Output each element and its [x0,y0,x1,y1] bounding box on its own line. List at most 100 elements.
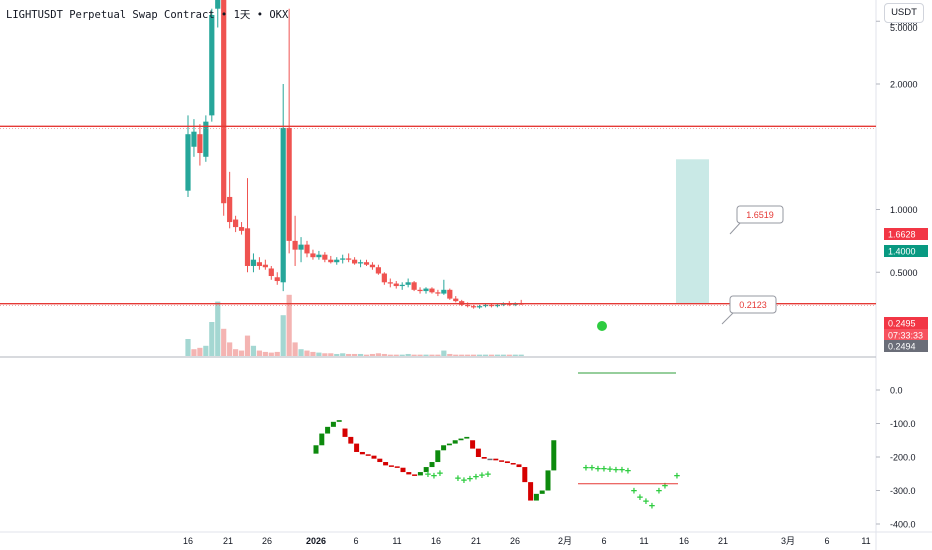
osc-bar [336,420,342,422]
price-label-box [884,317,928,329]
osc-tick-label: -300.0 [890,486,916,496]
volume-bar [500,354,506,356]
osc-marker: + [607,464,613,476]
volume-bar [250,345,257,356]
time-tick-label: 2026 [306,536,326,546]
osc-bar [452,440,458,444]
osc-bar [464,436,470,439]
volume-bar [471,354,477,356]
volume-bar [268,352,274,356]
volume-bar [352,353,358,356]
osc-marker: + [485,469,491,481]
candle-body [357,262,364,264]
volume-bar [340,353,346,356]
time-tick-label: 6 [601,536,606,546]
candle-body [256,262,262,266]
candlesticks [185,0,524,309]
osc-marker: + [601,463,607,475]
volume-bars [185,294,524,356]
volume-bar [429,354,435,356]
candle-body [244,228,251,266]
time-tick-label: 2月 [558,536,572,546]
volume-bar [280,315,286,356]
osc-marker: + [674,470,680,482]
volume-bar [256,350,262,356]
candle-body [328,259,334,263]
volume-bar [298,349,304,356]
level-lines: 1.6519 0.2123 [0,125,876,374]
volume-bar [197,347,203,356]
time-axis[interactable]: 16 21 26 2026 6 11 16 21 26 2月 6 11 16 21 3月 6 11 [183,536,871,546]
time-tick-label: 26 [510,536,520,546]
price-tick-label: 0.5000 [890,268,918,278]
price-label: 0.2495 [888,319,916,329]
candle-body [233,219,239,228]
volume-bar [441,350,447,356]
candle-body [429,288,435,293]
price-label-box [884,340,928,352]
osc-marker: + [656,486,662,498]
candle-body [494,304,500,307]
candle-body [304,244,310,254]
osc-bar [313,445,319,454]
osc-bar [435,450,441,463]
price-axis[interactable]: 4.50004.00003.50003.00002.50002.00001.00… [876,0,918,530]
volume-bar [286,294,292,356]
osc-marker: + [637,492,643,504]
time-tick-label: 11 [639,536,648,546]
candle-body [298,244,304,250]
candle-body [185,134,191,191]
volume-bar [417,354,423,356]
volume-bar [346,353,352,356]
candle-body [227,196,233,223]
volume-bar [381,353,387,356]
volume-bar [369,353,376,356]
volume-bar [238,350,245,356]
candle-body [399,284,405,287]
osc-bar [510,463,516,465]
candle-body [471,306,477,308]
volume-bar [387,354,393,356]
price-labels: 1.6628 1.4000 0.2495 07:33:330.2494 [884,228,928,352]
candle-body [310,253,316,258]
target-zone [676,159,709,304]
osc-marker: + [473,471,479,483]
osc-marker: + [643,496,649,508]
time-tick-label: 16 [183,536,193,546]
osc-marker: + [461,475,467,487]
volume-bar [215,301,221,356]
osc-bar [319,433,325,446]
osc-bar [359,451,365,455]
osc-bar [423,467,429,473]
osc-marker: + [625,465,631,477]
volume-bar [494,354,500,356]
candle-body [215,0,221,9]
osc-tick-label: 0.0 [890,386,903,396]
candle-body [447,289,453,299]
volume-bar [357,353,364,356]
time-tick-label: 16 [431,536,441,546]
price-tick-label: 1.0000 [890,205,918,215]
callout-leader [729,221,742,235]
candle-body [393,283,399,287]
candle-body [286,127,292,241]
osc-bar [499,460,505,462]
candle-body [352,259,358,264]
osc-marker: + [649,501,655,513]
osc-tick-label: -200.0 [890,453,916,463]
candle-body [381,273,387,283]
currency-button[interactable]: USDT [884,3,924,23]
osc-bar [493,458,499,461]
volume-bar [506,354,512,356]
osc-bar [533,493,539,501]
volume-bar [375,353,381,356]
volume-bar [262,351,268,356]
volume-bar [512,354,518,356]
osc-bar [516,464,522,468]
osc-bar [342,428,348,437]
osc-bar [412,474,418,476]
osc-marker: + [589,463,595,475]
